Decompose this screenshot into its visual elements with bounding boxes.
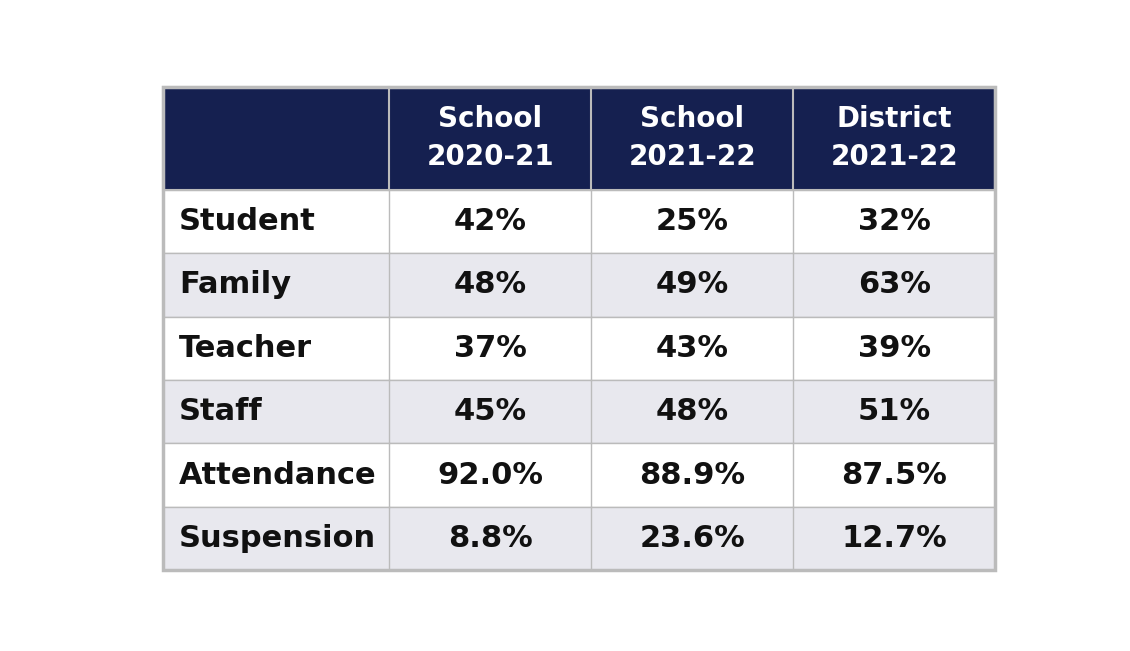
Text: Student: Student xyxy=(179,207,315,236)
Bar xyxy=(163,507,996,570)
Bar xyxy=(163,87,996,189)
Text: 25%: 25% xyxy=(655,207,729,236)
Text: Attendance: Attendance xyxy=(179,461,376,490)
Text: 49%: 49% xyxy=(655,270,729,299)
Text: Family: Family xyxy=(179,270,292,299)
Bar xyxy=(163,316,996,380)
Text: 32%: 32% xyxy=(858,207,931,236)
Text: 2021-22: 2021-22 xyxy=(831,143,958,171)
Text: 92.0%: 92.0% xyxy=(437,461,544,490)
Text: 8.8%: 8.8% xyxy=(447,524,532,553)
Text: School: School xyxy=(641,105,745,133)
Text: 2021-22: 2021-22 xyxy=(628,143,756,171)
Bar xyxy=(163,443,996,507)
Bar xyxy=(163,253,996,316)
Text: 63%: 63% xyxy=(858,270,931,299)
Text: Staff: Staff xyxy=(179,397,262,426)
Text: 45%: 45% xyxy=(454,397,527,426)
Text: District: District xyxy=(836,105,951,133)
Text: 12.7%: 12.7% xyxy=(842,524,947,553)
Bar xyxy=(163,189,996,253)
Text: 88.9%: 88.9% xyxy=(640,461,746,490)
Text: 42%: 42% xyxy=(454,207,527,236)
Text: Suspension: Suspension xyxy=(179,524,376,553)
Bar xyxy=(163,380,996,443)
Text: 39%: 39% xyxy=(858,334,931,363)
Text: 43%: 43% xyxy=(655,334,729,363)
Text: 37%: 37% xyxy=(454,334,527,363)
Text: Teacher: Teacher xyxy=(179,334,312,363)
Text: 2020-21: 2020-21 xyxy=(426,143,554,171)
Text: School: School xyxy=(438,105,542,133)
Text: 48%: 48% xyxy=(655,397,729,426)
Text: 23.6%: 23.6% xyxy=(640,524,745,553)
Text: 51%: 51% xyxy=(858,397,931,426)
Text: 48%: 48% xyxy=(454,270,527,299)
Text: 87.5%: 87.5% xyxy=(841,461,947,490)
